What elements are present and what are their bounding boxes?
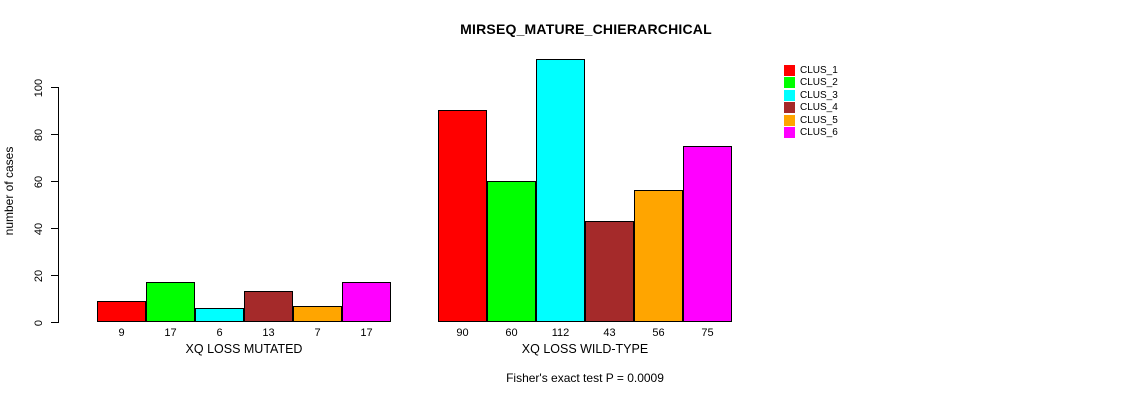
bar-clus_1 <box>97 301 146 322</box>
legend-swatch-clus_6 <box>784 127 795 138</box>
y-tick-label: 60 <box>33 175 45 188</box>
bar-clus_4 <box>244 291 293 322</box>
fisher-test-annotation: Fisher's exact test P = 0.0009 <box>506 371 664 385</box>
legend-swatch-clus_1 <box>784 65 795 76</box>
chart-title: MIRSEQ_MATURE_CHIERARCHICAL <box>460 21 712 37</box>
y-tick-label: 100 <box>33 78 45 97</box>
bar-clus_6 <box>683 146 732 322</box>
y-tick-mark <box>51 181 58 182</box>
bar-value-label: 7 <box>314 327 321 339</box>
bar-value-label: 9 <box>118 327 125 339</box>
y-tick-label: 40 <box>33 222 45 235</box>
y-tick-mark <box>51 228 58 229</box>
legend-label-clus_5: CLUS_5 <box>800 114 838 126</box>
bar-value-label: 43 <box>603 327 616 339</box>
y-tick-label: 80 <box>33 128 45 141</box>
y-tick-mark <box>51 87 58 88</box>
y-tick-mark <box>51 322 58 323</box>
bar-value-label: 13 <box>262 327 275 339</box>
bar-clus_4 <box>585 221 634 322</box>
bar-clus_2 <box>146 282 195 322</box>
group-axis-label: XQ LOSS WILD-TYPE <box>521 342 649 356</box>
bar-value-label: 60 <box>505 327 518 339</box>
bar-value-label: 17 <box>360 327 373 339</box>
legend-label-clus_1: CLUS_1 <box>800 65 838 76</box>
y-axis-label: number of cases <box>2 146 16 236</box>
group-axis-label: XQ LOSS MUTATED <box>185 342 303 356</box>
legend-label-clus_3: CLUS_3 <box>800 89 838 101</box>
y-tick-mark <box>51 134 58 135</box>
bar-clus_3 <box>536 59 585 322</box>
legend-swatch-clus_5 <box>784 114 795 126</box>
bar-clus_1 <box>438 110 487 322</box>
legend-label-clus_6: CLUS_6 <box>800 127 838 138</box>
bar-clus_5 <box>634 190 683 322</box>
bar-value-label: 56 <box>652 327 665 339</box>
bar-value-label: 75 <box>701 327 714 339</box>
y-tick-label: 20 <box>33 269 45 282</box>
legend-label-clus_4: CLUS_4 <box>800 102 838 114</box>
bar-value-label: 6 <box>216 327 223 339</box>
y-axis-line <box>58 87 59 323</box>
legend-swatch-clus_4 <box>784 102 795 114</box>
y-tick-mark <box>51 275 58 276</box>
bar-clus_6 <box>342 282 391 322</box>
legend-swatch-clus_2 <box>784 77 795 89</box>
legend-swatch-clus_3 <box>784 89 795 101</box>
bar-clus_2 <box>487 181 536 322</box>
bar-value-label: 90 <box>456 327 469 339</box>
bar-clus_3 <box>195 308 244 322</box>
y-tick-label: 0 <box>33 319 45 326</box>
bar-value-label: 17 <box>164 327 177 339</box>
bar-clus_5 <box>293 306 342 322</box>
bar-value-label: 112 <box>551 327 570 339</box>
legend-label-clus_2: CLUS_2 <box>800 77 838 89</box>
